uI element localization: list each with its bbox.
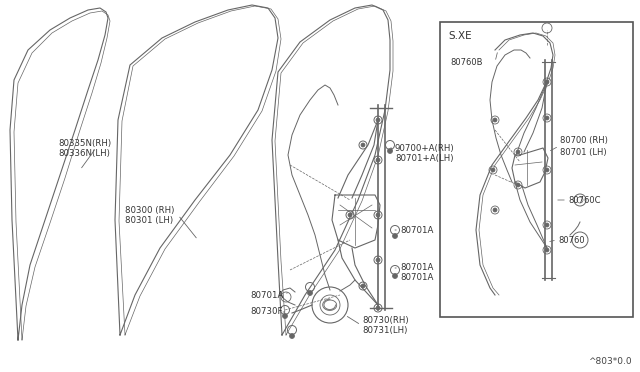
Circle shape: [282, 314, 287, 318]
Circle shape: [493, 118, 497, 122]
Text: 80760: 80760: [558, 235, 584, 244]
Text: 80760C: 80760C: [568, 196, 600, 205]
Circle shape: [545, 116, 549, 120]
Circle shape: [289, 334, 294, 339]
Circle shape: [376, 158, 380, 162]
Text: 80301 (LH): 80301 (LH): [125, 215, 173, 224]
Circle shape: [376, 118, 380, 122]
Text: 80760B: 80760B: [450, 58, 483, 67]
Text: 80701+A(LH): 80701+A(LH): [395, 154, 454, 163]
Circle shape: [545, 248, 549, 252]
Circle shape: [361, 284, 365, 288]
Text: 80335N(RH): 80335N(RH): [58, 138, 111, 148]
Circle shape: [376, 213, 380, 217]
Text: 80701 (LH): 80701 (LH): [560, 148, 607, 157]
Text: S.XE: S.XE: [448, 31, 472, 41]
Circle shape: [376, 258, 380, 262]
Text: 80336N(LH): 80336N(LH): [58, 148, 110, 157]
Circle shape: [545, 168, 549, 172]
Text: 80700 (RH): 80700 (RH): [560, 135, 608, 144]
Text: 80731(LH): 80731(LH): [362, 326, 408, 334]
Circle shape: [392, 234, 397, 238]
Bar: [440, 22, 633, 317]
Circle shape: [387, 148, 392, 154]
Circle shape: [493, 208, 497, 212]
Text: 80701A: 80701A: [250, 291, 284, 299]
Circle shape: [376, 306, 380, 310]
Circle shape: [545, 223, 549, 227]
Circle shape: [348, 213, 352, 217]
Text: 80701A: 80701A: [400, 263, 433, 273]
Circle shape: [516, 183, 520, 187]
Text: 80300 (RH): 80300 (RH): [125, 205, 174, 215]
Text: 80730F: 80730F: [250, 308, 282, 317]
Circle shape: [392, 273, 397, 279]
Circle shape: [491, 168, 495, 172]
Text: ^803*0.0: ^803*0.0: [588, 357, 632, 366]
Circle shape: [307, 291, 312, 295]
Text: 90700+A(RH): 90700+A(RH): [395, 144, 454, 153]
Text: 80701A: 80701A: [400, 225, 433, 234]
Text: 80730(RH): 80730(RH): [362, 315, 408, 324]
Circle shape: [545, 80, 549, 84]
Circle shape: [516, 150, 520, 154]
Circle shape: [361, 143, 365, 147]
Text: 80701A: 80701A: [400, 273, 433, 282]
